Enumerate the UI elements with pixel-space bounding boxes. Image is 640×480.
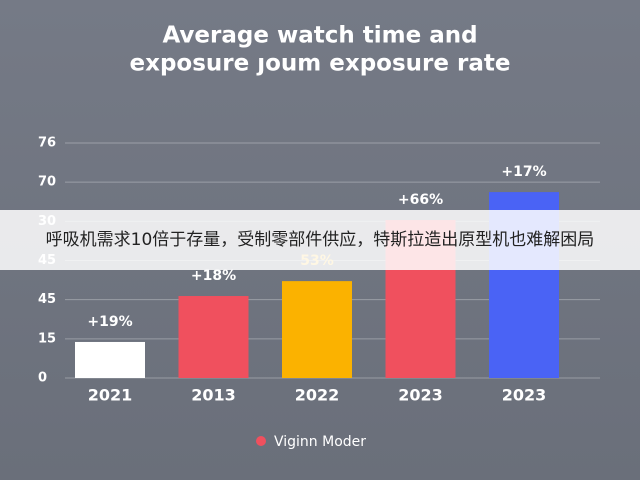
bar (75, 341, 145, 378)
legend-label: Viginn Moder (274, 434, 366, 450)
x-tick-label: 2022 (295, 386, 340, 405)
x-tick-label: 2023 (398, 386, 443, 405)
banner-text: 呼吸机需求10倍于存量，受制零部件供应，特斯拉造出原型机也难解困局 (46, 230, 595, 250)
x-tick-label: 2013 (191, 386, 236, 405)
x-tick-label: 2021 (88, 386, 133, 405)
bar (282, 281, 352, 378)
legend-swatch (256, 436, 266, 446)
y-tick-label: 0 (38, 371, 47, 386)
y-tick-label: 15 (38, 331, 56, 346)
chart-title: exposure ȷoum exposure rate (130, 51, 511, 77)
bar-annotation: +18% (191, 268, 236, 284)
y-tick-label: 45 (38, 292, 56, 307)
bar-annotation: +19% (87, 314, 132, 330)
bar-annotation: +66% (398, 192, 443, 208)
bar-annotation: +17% (501, 164, 546, 180)
banner (0, 210, 640, 270)
y-tick-label: 70 (38, 175, 56, 190)
chart-title: Average watch time and (162, 23, 477, 49)
bar (178, 296, 249, 378)
y-tick-label: 76 (38, 136, 56, 151)
x-tick-label: 2023 (502, 386, 547, 405)
